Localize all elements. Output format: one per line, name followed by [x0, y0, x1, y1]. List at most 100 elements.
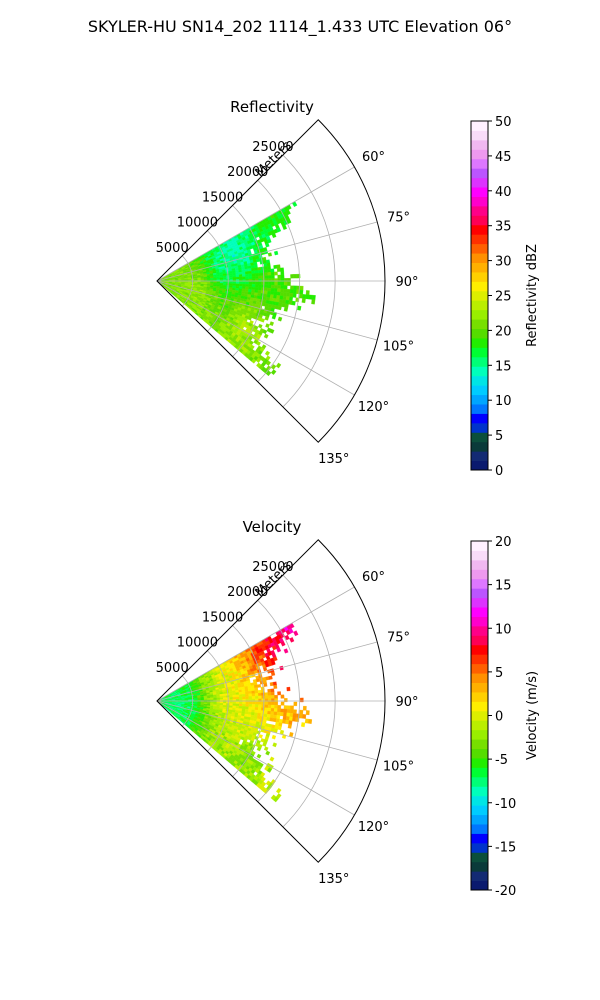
- field-cell: [267, 710, 272, 715]
- colorbar-segment: [471, 234, 488, 245]
- colorbar-segment: [471, 871, 488, 882]
- field-cell: [283, 648, 289, 654]
- field-cell: [293, 274, 298, 279]
- field-cell: [235, 701, 240, 705]
- field-cell: [289, 292, 294, 298]
- field-cell: [267, 290, 272, 295]
- field-cell: [213, 701, 217, 704]
- colorbar-segment: [471, 729, 488, 740]
- field-cell: [232, 274, 237, 278]
- field-cell: [261, 275, 266, 279]
- field-cell: [274, 701, 278, 706]
- field-cell: [286, 705, 291, 710]
- colorbar-segment: [471, 441, 488, 452]
- field-cell: [274, 704, 278, 709]
- field-cell: [248, 701, 253, 705]
- field-cell: [282, 224, 287, 230]
- field-cell: [277, 705, 282, 709]
- field-cell: [223, 701, 227, 704]
- field-cell: [261, 695, 266, 699]
- colorbar-segment: [471, 739, 488, 750]
- field-cell: [232, 701, 237, 704]
- velocity-colorbar-label: Velocity (m/s): [525, 671, 540, 760]
- field-cell: [289, 732, 294, 737]
- field-cell: [235, 274, 240, 278]
- field-cell: [271, 275, 275, 279]
- colorbar-segment: [471, 413, 488, 424]
- colorbar-tick-label: 10: [495, 394, 512, 409]
- field-cell: [210, 281, 214, 284]
- field-cell: [277, 285, 282, 289]
- field-cell: [264, 275, 269, 279]
- field-cell: [293, 289, 297, 294]
- field-cell: [302, 714, 307, 719]
- field-cell: [271, 281, 275, 286]
- field-cell: [269, 328, 275, 334]
- reflectivity-colorbar: 0 5 10 15 20 25 30 35 40 45 50: [470, 115, 512, 479]
- field-cell: [222, 693, 227, 697]
- field-cell: [267, 238, 272, 244]
- azimuth-tick-label: 60°: [362, 150, 385, 165]
- velocity-colorbar: -20 -15 -10 -5 0 5 10 15 20: [470, 535, 516, 899]
- colorbar-segment: [471, 432, 488, 443]
- field-cell: [285, 209, 291, 216]
- field-cell: [255, 275, 259, 280]
- field-cell: [258, 695, 262, 700]
- field-cell: [261, 689, 265, 694]
- field-cell: [245, 696, 250, 700]
- field-cell: [283, 285, 288, 290]
- colorbar-segment: [471, 550, 488, 561]
- colorbar-segment: [471, 776, 488, 787]
- field-cell: [251, 281, 256, 285]
- field-cell: [238, 274, 243, 278]
- colorbar-segment: [471, 290, 488, 301]
- field-cell: [210, 278, 214, 281]
- colorbar-segment: [471, 541, 488, 551]
- field-cell: [254, 270, 259, 274]
- field-cell: [289, 712, 294, 718]
- field-cell: [245, 271, 249, 275]
- field-cell: [245, 281, 250, 285]
- colorbar-segment: [471, 309, 488, 320]
- field-cell: [254, 273, 259, 277]
- field-cell: [279, 712, 284, 717]
- field-cell: [261, 281, 266, 285]
- field-cell: [242, 696, 246, 700]
- field-cell: [258, 701, 262, 705]
- field-cell: [255, 695, 259, 700]
- field-cell: [267, 265, 271, 270]
- field-cell: [242, 694, 246, 697]
- field-cell: [277, 305, 282, 311]
- field-cell: [219, 275, 224, 279]
- azimuth-tick-label: 90°: [395, 695, 418, 710]
- field-cell: [271, 233, 277, 238]
- field-cell: [219, 701, 224, 704]
- field-cell: [254, 690, 259, 694]
- colorbar-tick-label: -5: [495, 753, 508, 768]
- field-cell: [267, 268, 272, 273]
- colorbar-tick-label: 45: [495, 150, 512, 165]
- field-cell: [229, 703, 233, 706]
- field-cell: [241, 691, 246, 695]
- field-cell: [257, 266, 262, 271]
- azimuth-tick-label: 60°: [362, 570, 385, 585]
- field-cell: [239, 696, 243, 700]
- field-cell: [261, 692, 265, 697]
- field-cell: [258, 275, 262, 280]
- field-cell: [251, 284, 256, 288]
- field-cell: [286, 289, 291, 294]
- colorbar-segment: [471, 385, 488, 396]
- field-cell: [206, 276, 211, 279]
- field-cell: [197, 698, 201, 701]
- field-cell: [267, 707, 272, 712]
- field-cell: [264, 269, 268, 273]
- field-cell: [292, 713, 297, 718]
- field-cell: [266, 262, 271, 267]
- field-cell: [261, 287, 265, 291]
- field-cell: [254, 687, 259, 691]
- radial-tick-label: 5000: [156, 661, 189, 676]
- field-cell: [265, 323, 270, 328]
- field-cell: [305, 294, 310, 300]
